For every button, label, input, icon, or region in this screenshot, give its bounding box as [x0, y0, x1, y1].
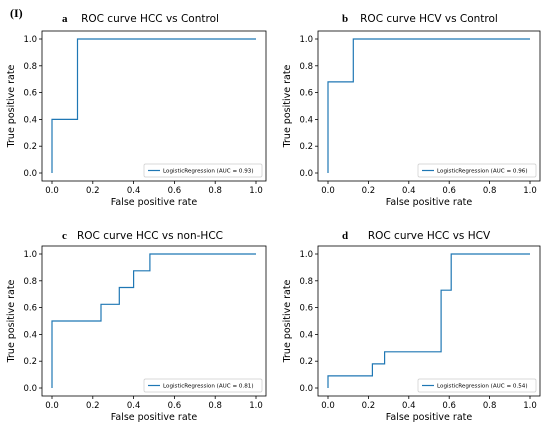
- legend-box: [143, 163, 263, 178]
- panel-letter: d: [342, 230, 348, 242]
- legend: LogisticRegression (AUC = 0.93): [143, 163, 263, 178]
- y-axis-label: True positive rate: [282, 279, 293, 363]
- legend-box: [417, 163, 537, 178]
- roc-curve-line: [51, 38, 256, 173]
- x-tick-label: 0.0: [321, 186, 335, 196]
- x-axis-label: False positive rate: [386, 197, 473, 208]
- x-tick-label: 0.4: [127, 186, 141, 196]
- x-tick-label: 0.6: [442, 186, 456, 196]
- chart-title: ROC curve HCC vs Control: [81, 13, 219, 25]
- x-tick-label: 0.8: [208, 186, 222, 196]
- x-tick-label: 0.4: [402, 401, 416, 411]
- y-tick-label: 0.4: [23, 115, 37, 125]
- y-tick-label: 0.6: [299, 304, 313, 314]
- y-tick-label: 0.0: [299, 169, 313, 179]
- x-tick-label: 0.6: [168, 186, 182, 196]
- y-tick-label: 0.8: [299, 62, 313, 72]
- legend: LogisticRegression (AUC = 0.96): [417, 163, 537, 178]
- y-tick-label: 0.0: [23, 384, 37, 394]
- y-axis-label: True positive rate: [6, 279, 17, 363]
- legend-entry: LogisticRegression (AUC = 0.96): [437, 169, 528, 175]
- y-tick-label: 0.6: [23, 89, 37, 99]
- y-tick-label: 0.4: [23, 330, 37, 340]
- roc-panel-b: b ROC curve HCV vs Control 0.0 0.2 0.4 0.6 0.8…: [282, 13, 541, 208]
- y-tick-label: 0.2: [23, 357, 37, 367]
- y-tick-label: 0.0: [299, 384, 313, 394]
- x-tick-label: 0.8: [483, 186, 497, 196]
- x-tick-label: 0.2: [362, 401, 376, 411]
- chart-title: ROC curve HCV vs Control: [360, 13, 498, 25]
- x-tick-label: 0.2: [86, 186, 100, 196]
- axes-frame: [317, 30, 541, 182]
- roc-panel-c: c ROC curve HCC vs non-HCC 0.0 0.2 0.4 0.6 0.8…: [6, 230, 267, 423]
- x-tick-label: 1.0: [249, 186, 263, 196]
- y-tick-label: 1.0: [299, 35, 313, 45]
- y-tick-label: 0.0: [23, 169, 37, 179]
- y-tick-label: 1.0: [23, 250, 37, 260]
- x-tick-label: 1.0: [523, 186, 537, 196]
- x-tick-label: 0.0: [321, 401, 335, 411]
- panel-letter: c: [62, 230, 67, 242]
- figure-label: (I): [10, 6, 23, 20]
- x-tick-label: 1.0: [249, 401, 263, 411]
- y-tick-label: 0.8: [23, 62, 37, 72]
- roc-curve-line: [327, 38, 530, 173]
- y-tick-label: 0.4: [299, 115, 313, 125]
- x-tick-label: 0.8: [208, 401, 222, 411]
- legend-entry: LogisticRegression (AUC = 0.54): [437, 384, 528, 390]
- x-axis-label: False positive rate: [386, 412, 473, 423]
- y-tick-label: 0.2: [299, 142, 313, 152]
- y-tick-label: 0.2: [299, 357, 313, 367]
- axes-frame: [41, 30, 267, 182]
- legend-box: [417, 378, 537, 393]
- panels: a ROC curve HCC vs Control 0.0 0.2 0.4 0.6 0.8…: [6, 13, 541, 423]
- x-tick-label: 0.2: [86, 401, 100, 411]
- y-tick-label: 0.6: [23, 304, 37, 314]
- x-tick-label: 1.0: [523, 401, 537, 411]
- roc-curve-line: [51, 253, 256, 388]
- panel-letter: a: [62, 13, 68, 25]
- x-tick-label: 0.8: [483, 401, 497, 411]
- legend: LogisticRegression (AUC = 0.54): [417, 378, 537, 393]
- x-tick-label: 0.6: [168, 401, 182, 411]
- y-tick-label: 0.4: [299, 330, 313, 340]
- x-axis-label: False positive rate: [111, 197, 198, 208]
- y-axis-label: True positive rate: [6, 64, 17, 148]
- x-tick-label: 0.0: [45, 186, 59, 196]
- roc-curve-line: [327, 253, 530, 388]
- y-tick-label: 0.6: [299, 89, 313, 99]
- y-tick-label: 1.0: [23, 35, 37, 45]
- y-tick-label: 0.8: [299, 277, 313, 287]
- panel-letter: b: [342, 13, 348, 25]
- x-tick-label: 0.0: [45, 401, 59, 411]
- chart-title: ROC curve HCC vs non-HCC: [77, 230, 223, 242]
- y-tick-label: 1.0: [299, 250, 313, 260]
- axes-frame: [41, 245, 267, 397]
- x-tick-label: 0.4: [127, 401, 141, 411]
- legend-entry: LogisticRegression (AUC = 0.93): [163, 169, 254, 175]
- chart-title: ROC curve HCC vs HCV: [368, 230, 491, 242]
- legend: LogisticRegression (AUC = 0.81): [143, 378, 263, 393]
- x-tick-label: 0.4: [402, 186, 416, 196]
- y-tick-label: 0.8: [23, 277, 37, 287]
- x-tick-label: 0.2: [362, 186, 376, 196]
- axes-frame: [317, 245, 541, 397]
- x-tick-label: 0.6: [442, 401, 456, 411]
- roc-panel-d: d ROC curve HCC vs HCV 0.0 0.2 0.4 0.6 0.8 1.0 0…: [282, 230, 541, 423]
- x-axis-label: False positive rate: [111, 412, 198, 423]
- legend-box: [143, 378, 263, 393]
- roc-panel-a: a ROC curve HCC vs Control 0.0 0.2 0.4 0.6 0.8…: [6, 13, 267, 208]
- y-axis-label: True positive rate: [282, 64, 293, 148]
- legend-entry: LogisticRegression (AUC = 0.81): [163, 384, 254, 390]
- y-tick-label: 0.2: [23, 142, 37, 152]
